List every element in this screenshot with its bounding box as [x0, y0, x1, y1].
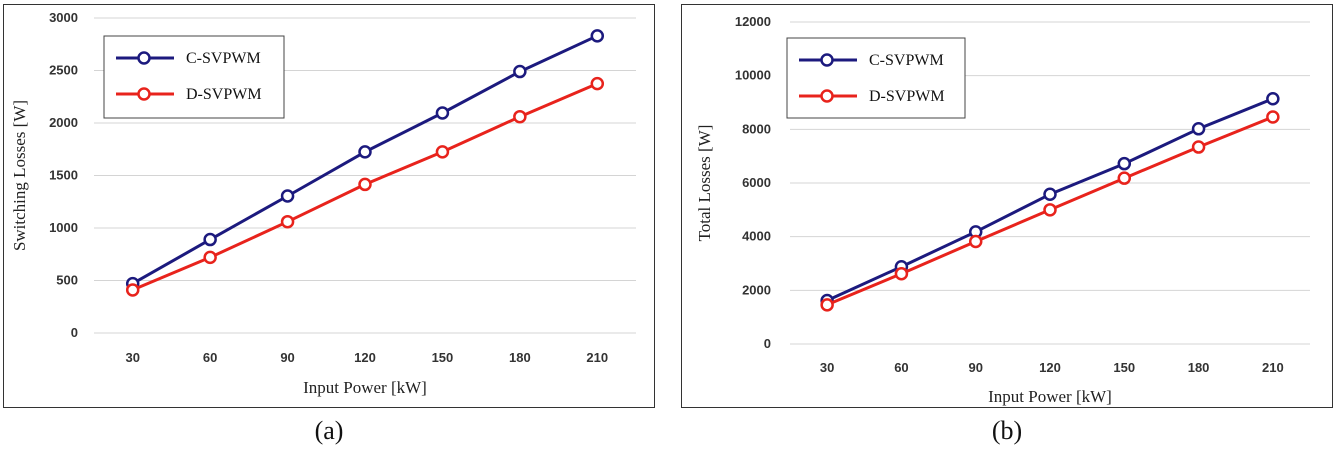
y-tick-label: 500	[56, 273, 78, 288]
panel-caption-a: (a)	[314, 416, 344, 445]
y-tick-label: 2500	[49, 63, 78, 78]
y-tick-label: 8000	[742, 121, 771, 136]
legend-marker-c-svpwm	[820, 53, 834, 67]
data-point-d-svpwm	[1043, 203, 1057, 217]
legend-label-d-svpwm: D-SVPWM	[869, 88, 945, 105]
legend-label-d-svpwm: D-SVPWM	[186, 86, 262, 103]
y-tick-label: 1500	[49, 168, 78, 183]
data-point-d-svpwm	[968, 234, 983, 249]
data-point-d-svpwm	[1191, 140, 1206, 154]
y-tick-label: 10000	[735, 68, 771, 83]
data-point-d-svpwm	[1117, 171, 1132, 185]
x-axis-title: Input Power [kW]	[303, 378, 427, 397]
chart-svg-a: 0 500 1000 1500 2000 2500 3000 30 60 90 120 150 180 2…	[10, 10, 636, 397]
x-tick-label: 210	[1262, 360, 1284, 375]
y-tick-label: 0	[71, 325, 78, 340]
data-point-c-svpwm	[203, 232, 217, 247]
x-tick-label: 60	[203, 350, 217, 365]
x-tick-label: 210	[586, 350, 608, 365]
legend-marker-c-svpwm	[137, 51, 151, 65]
data-point-d-svpwm	[435, 145, 450, 159]
data-point-d-svpwm	[590, 76, 605, 91]
x-tick-label: 60	[894, 360, 908, 375]
data-point-d-svpwm	[203, 250, 217, 265]
data-point-c-svpwm	[1043, 187, 1057, 202]
y-tick-label: 3000	[49, 10, 78, 25]
chart-panel-b: 0 2000 4000 6000 8000 10000 12000 30 60 90 120 150 1…	[681, 4, 1333, 408]
data-point-c-svpwm	[280, 189, 295, 203]
data-point-d-svpwm	[513, 109, 527, 124]
legend-label-c-svpwm: C-SVPWM	[869, 52, 944, 69]
data-point-c-svpwm	[435, 106, 450, 120]
legend-box	[103, 35, 285, 119]
data-point-d-svpwm	[280, 214, 295, 229]
y-tick-label: 4000	[742, 229, 771, 244]
x-tick-label: 150	[432, 350, 454, 365]
data-point-d-svpwm	[1266, 110, 1280, 124]
x-tick-label: 90	[968, 360, 982, 375]
legend-label-c-svpwm: C-SVPWM	[186, 50, 261, 67]
legend-box	[786, 37, 966, 119]
x-tick-label: 180	[509, 350, 531, 365]
x-axis-title: Input Power [kW]	[988, 387, 1112, 406]
panel-caption-b: (b)	[991, 416, 1023, 445]
y-axis-title: Switching Losses [W]	[10, 100, 29, 251]
x-tick-label: 30	[820, 360, 834, 375]
data-point-c-svpwm	[358, 145, 372, 159]
y-tick-label: 1000	[49, 220, 78, 235]
data-point-c-svpwm	[1117, 156, 1132, 171]
x-tick-label: 120	[1039, 360, 1061, 375]
data-point-d-svpwm	[358, 177, 372, 192]
legend-marker-d-svpwm	[820, 89, 834, 103]
y-tick-label: 2000	[742, 282, 771, 297]
x-tick-label: 180	[1188, 360, 1210, 375]
y-tick-label: 2000	[49, 115, 78, 130]
data-point-c-svpwm	[590, 29, 605, 43]
x-tick-label: 90	[280, 350, 294, 365]
data-point-c-svpwm	[1266, 91, 1280, 106]
data-point-d-svpwm	[820, 298, 834, 312]
data-point-c-svpwm	[1191, 122, 1206, 136]
x-tick-label: 120	[354, 350, 376, 365]
y-tick-label: 0	[764, 336, 771, 351]
chart-svg-b: 0 2000 4000 6000 8000 10000 12000 30 60 90 120 150 1…	[695, 14, 1310, 406]
x-tick-label: 150	[1113, 360, 1135, 375]
y-tick-label: 6000	[742, 175, 771, 190]
y-axis-title: Total Losses [W]	[695, 125, 714, 242]
data-point-c-svpwm	[513, 64, 527, 79]
data-point-d-svpwm	[125, 283, 140, 297]
legend-marker-d-svpwm	[137, 87, 151, 101]
data-point-d-svpwm	[894, 266, 909, 281]
x-tick-label: 30	[125, 350, 139, 365]
y-tick-label: 12000	[735, 14, 771, 29]
chart-panel-a: 0 500 1000 1500 2000 2500 3000 30 60 90 120 150 180 2…	[3, 4, 655, 408]
